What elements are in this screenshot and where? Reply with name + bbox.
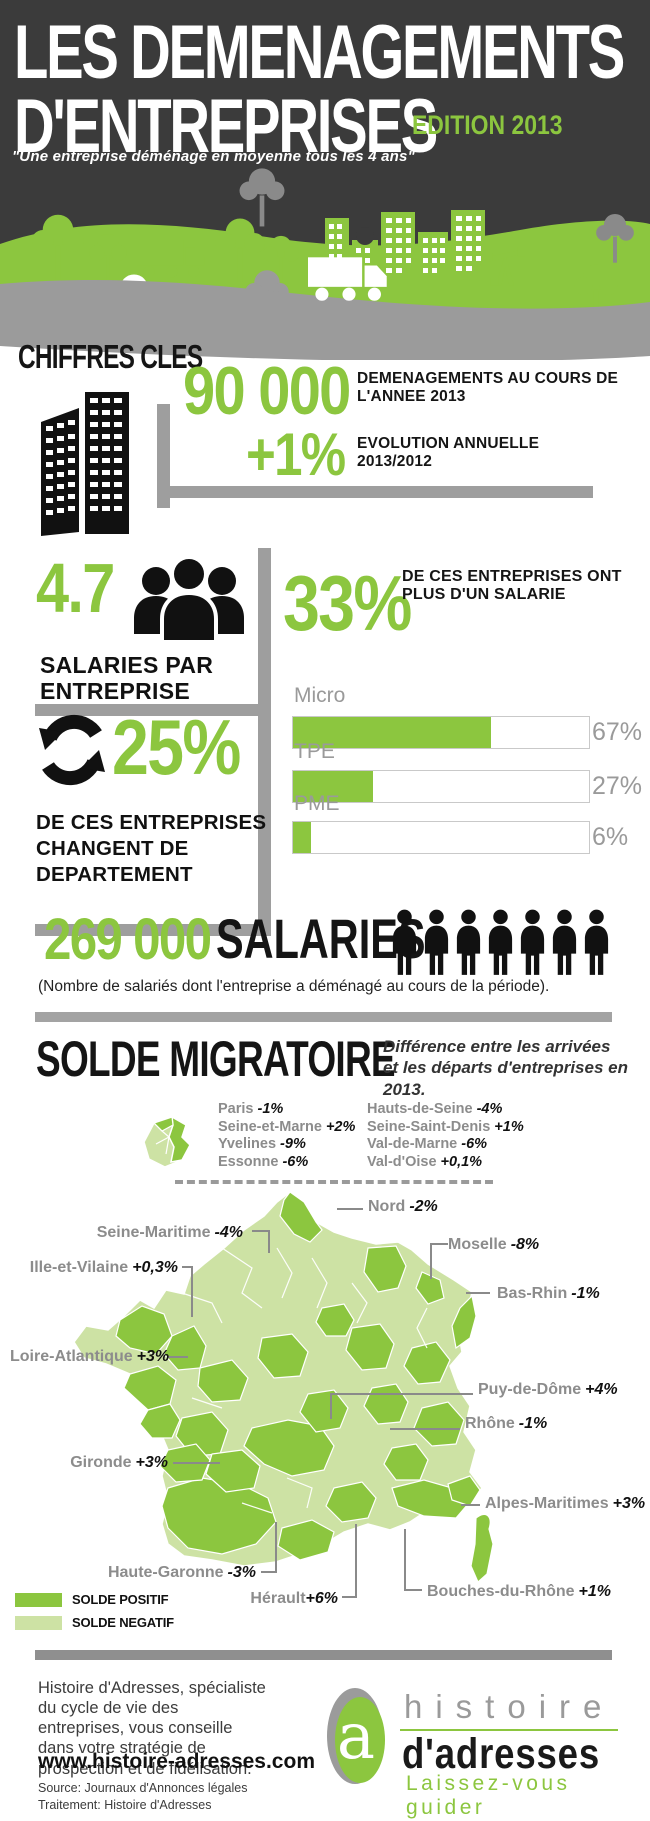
bar-category-micro: Micro <box>294 684 346 707</box>
employees-total-value: 269 000 <box>44 907 212 972</box>
idf-label-val-de-marne: Val-de-Marne -6% <box>367 1136 488 1152</box>
logo-tagline: Laissez-vous guider <box>406 1772 571 1819</box>
footer-sources: Source: Journaux d'Annonces légales Trai… <box>38 1780 247 1814</box>
header-quote: "Une entreprise déménage en moyenne tous… <box>12 148 415 165</box>
idf-label-seine-saint-denis: Seine-Saint-Denis +1% <box>367 1118 524 1135</box>
person-icon <box>520 909 545 975</box>
employees-total-caption: (Nombre de salariés dont l'entreprise a … <box>38 978 550 995</box>
page-title-line2: D'ENTREPRISES <box>14 84 438 170</box>
legend-negative-swatch <box>15 1615 62 1630</box>
footer-source-line1: Source: Journaux d'Annonces légales <box>38 1781 248 1795</box>
legend-negative: SOLDE NEGATIF <box>15 1615 174 1630</box>
person-icon <box>584 909 609 975</box>
page-title: LES DEMENAGEMENTS D'ENTREPRISES <box>14 10 650 170</box>
idf-label-essonne: Essonne -6% <box>218 1153 309 1170</box>
person-icon <box>552 909 577 975</box>
person-icon <box>424 909 449 975</box>
change-dept-value: 25% <box>112 703 241 791</box>
bar-micro-fill <box>293 717 492 748</box>
evolution-value: +1% <box>246 421 346 488</box>
key-figures-heading: CHIFFRES CLES <box>18 338 203 375</box>
map-label-ille-et-vilaine: Ille-et-Vilaine +0,3% <box>29 1259 178 1276</box>
idf-inset-map <box>143 1115 191 1168</box>
employees-total-label: SALARIES <box>216 907 426 970</box>
rail-horizontal-top <box>157 486 593 498</box>
map-label-bouches-du-rhone: Bouches-du-Rhône +1% <box>427 1583 612 1600</box>
bar-pme-value: 6% <box>592 823 629 851</box>
bar-pme-fill <box>293 822 311 853</box>
footer-source-line2: Traitement: Histoire d'Adresses <box>38 1797 212 1812</box>
page-title-line1: LES DEMENAGEMENTS <box>14 10 625 95</box>
more-than-one-value: 33% <box>283 559 412 647</box>
section-divider-2 <box>35 1650 612 1660</box>
idf-label-paris: Paris -1% <box>218 1101 284 1117</box>
histoire-adresses-logo-mark: a <box>327 1688 385 1784</box>
logo-word-histoire: histoire <box>404 1688 615 1725</box>
employees-per-company-value: 4.7 <box>36 549 115 627</box>
moves-value: 90 000 <box>183 353 351 429</box>
legend-positive: SOLDE POSITIF <box>15 1592 169 1607</box>
corsica <box>470 1513 494 1583</box>
map-label-loire-atlantique: Loire-Atlantique +3% <box>10 1348 170 1365</box>
legend-negative-label: SOLDE NEGATIF <box>72 1615 174 1630</box>
evolution-label: EVOLUTION ANNUELLE 2013/2012 <box>357 435 540 470</box>
road-shape <box>0 280 650 360</box>
idf-label-yvelines: Yvelines -9% <box>218 1136 306 1152</box>
legend-positive-swatch <box>15 1592 62 1607</box>
idf-label-hauts-de-seine: Hauts-de-Seine -4% <box>367 1101 503 1117</box>
change-dept-label: DE CES ENTREPRISES CHANGENT DE DEPARTEME… <box>36 811 267 887</box>
map-label-puy-de-dome: Puy-de-Dôme +4% <box>478 1381 618 1398</box>
bar-tpe <box>292 770 590 803</box>
map-label-alpes-maritimes: Alpes-Maritimes +3% <box>485 1495 646 1512</box>
people-group-icon <box>134 556 244 644</box>
rail-horizontal-mid <box>35 704 258 716</box>
bar-pme <box>292 821 590 854</box>
employees-row-icons <box>392 909 609 975</box>
footer-website-link[interactable]: www.histoire-adresses.com <box>38 1750 315 1773</box>
bar-tpe-value: 27% <box>592 772 643 800</box>
dashed-separator <box>175 1180 493 1184</box>
map-label-haute-garonne: Haute-Garonne -3% <box>107 1564 256 1581</box>
hill-illustration <box>0 168 650 360</box>
legend-positive-label: SOLDE POSITIF <box>72 1592 169 1607</box>
migration-subtitle: Différence entre les arrivées et les dép… <box>383 1037 628 1099</box>
bar-micro <box>292 716 590 749</box>
map-label-rhone: Rhône -1% <box>465 1415 548 1432</box>
footer-about: Histoire d'Adresses, spécialiste du cycl… <box>38 1679 266 1778</box>
office-buildings-icon <box>41 392 129 536</box>
map-label-bas-rhin: Bas-Rhin -1% <box>497 1285 600 1302</box>
rail-vertical-top <box>157 404 170 508</box>
logo-underline <box>400 1729 618 1731</box>
map-label-herault: Hérault+6% <box>250 1590 338 1607</box>
person-icon <box>488 909 513 975</box>
more-than-one-label: DE CES ENTREPRISES ONT PLUS D'UN SALARIE <box>402 568 622 604</box>
migration-title: SOLDE MIGRATOIRE <box>36 1031 396 1087</box>
rail-horizontal-bottom <box>35 924 271 936</box>
bar-category-tpe: TPE <box>294 740 335 763</box>
logo-word-adresses: d'adresses <box>402 1730 601 1778</box>
bar-category-pme: PME <box>294 792 340 815</box>
idf-label-seine-et-marne: Seine-et-Marne +2% <box>218 1118 356 1135</box>
idf-labels-column-2: Hauts-de-Seine -4% Seine-Saint-Denis +1% V… <box>367 1101 524 1171</box>
map-label-gironde: Gironde +3% <box>70 1454 168 1471</box>
map-label-nord: Nord -2% <box>368 1198 438 1215</box>
moves-label: DEMENAGEMENTS AU COURS DE L'ANNEE 2013 <box>357 370 619 405</box>
idf-label-val-d-oise: Val-d'Oise +0,1% <box>367 1153 483 1170</box>
refresh-arrows-icon <box>39 714 105 786</box>
section-divider-1 <box>35 1012 612 1022</box>
map-label-moselle: Moselle -8% <box>448 1236 540 1253</box>
logo-letter: a <box>337 1700 375 1774</box>
person-icon <box>456 909 481 975</box>
idf-labels-column-1: Paris -1% Seine-et-Marne +2% Yvelines -9% E… <box>218 1101 355 1171</box>
map-label-seine-maritime: Seine-Maritime -4% <box>96 1224 243 1241</box>
rail-vertical-mid <box>258 548 271 936</box>
edition-badge: EDITION 2013 <box>412 110 563 140</box>
bar-micro-value: 67% <box>592 718 643 746</box>
employees-per-company-label: SALARIES PAR ENTREPRISE <box>40 652 214 705</box>
person-icon <box>392 909 417 975</box>
bar-tpe-fill <box>293 771 373 802</box>
